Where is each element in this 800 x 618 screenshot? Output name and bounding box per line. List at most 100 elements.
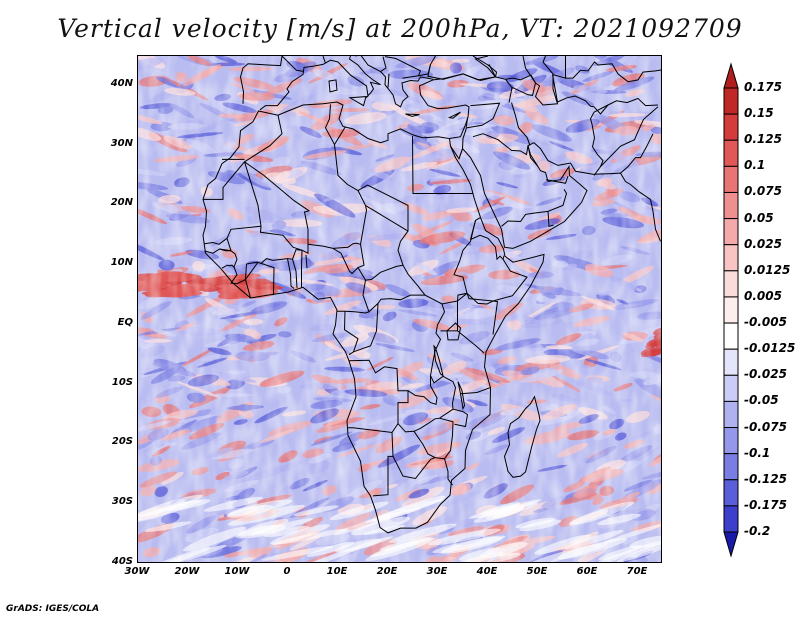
map-line [413, 431, 436, 459]
map-line [405, 113, 420, 117]
map-line [203, 161, 311, 255]
map-line [281, 56, 305, 72]
map-line [348, 96, 367, 107]
map-line [508, 87, 513, 103]
lat-label: 40S [111, 556, 133, 567]
map-line [503, 395, 541, 478]
map-canvas [138, 56, 661, 562]
map-line [522, 56, 559, 106]
colorbar-label: -0.2 [744, 524, 771, 538]
map-line [343, 311, 359, 356]
coastlines [202, 56, 661, 534]
lon-label: 70E [626, 566, 648, 577]
map-line [444, 458, 453, 486]
map-line [287, 258, 295, 289]
colorbar-top-cap [723, 62, 739, 89]
map-line [511, 102, 531, 146]
colorbar-segment [723, 191, 739, 220]
map-line [502, 255, 505, 260]
map-line [387, 73, 390, 88]
map-line [552, 61, 661, 83]
colorbar-label: 0.05 [744, 210, 774, 225]
colorbar-label: 0.175 [744, 80, 782, 94]
map-line [292, 259, 298, 288]
colorbar-label: 0.125 [744, 132, 782, 147]
colorbar-label: -0.125 [744, 471, 787, 486]
map-line [462, 142, 661, 249]
colorbar-segment [723, 270, 739, 298]
map-line [593, 104, 609, 115]
colorbar-label: 0.0125 [744, 262, 791, 277]
map-line [204, 237, 232, 254]
map-line [245, 261, 275, 296]
map-line [600, 106, 659, 167]
colorbar-label: -0.0125 [744, 341, 796, 356]
colorbar-label: -0.005 [744, 315, 787, 330]
lon-label: 10E [326, 566, 348, 577]
map-panel [137, 55, 662, 563]
colorbar-segment [723, 453, 739, 481]
lon-label: 0 [283, 566, 291, 577]
map-line [447, 111, 461, 119]
map-line [466, 234, 528, 302]
lon-label: 30W [124, 566, 150, 577]
map-line [545, 175, 569, 184]
map-line [557, 95, 595, 108]
map-line [244, 115, 283, 163]
field-texture [138, 56, 661, 562]
lat-label: 30N [110, 137, 133, 149]
colorbar-segment [723, 296, 739, 324]
map-line [452, 408, 469, 428]
lat-label: EQ [117, 316, 133, 328]
credit-text: GrADS: IGES/COLA [6, 604, 100, 614]
lat-label: 40N [110, 77, 133, 89]
chart-title: Vertical velocity [m/s] at 200hPa, VT: 2… [57, 14, 743, 43]
colorbar-segment [723, 322, 739, 350]
map-line [457, 292, 499, 335]
map-line [357, 244, 404, 281]
lat-label: 20N [110, 197, 133, 209]
map-line [460, 387, 491, 395]
colorbar-label: -0.1 [744, 445, 771, 460]
colorbar-segment [723, 87, 739, 115]
map-line [433, 344, 444, 377]
map-line [620, 133, 654, 174]
map-line [397, 303, 457, 433]
map-line [365, 204, 409, 232]
map-line [440, 330, 485, 354]
colorbar-segment [723, 218, 739, 246]
map-line [547, 211, 554, 227]
map-line [332, 247, 359, 275]
map-line [322, 56, 326, 64]
map-line [219, 248, 238, 269]
colorbar-segment [723, 479, 739, 507]
lon-label: 30E [426, 566, 448, 577]
map-line [230, 266, 251, 299]
map-line [324, 104, 409, 209]
lat-label: 30S [111, 496, 133, 508]
map-line [501, 189, 568, 227]
map-line [466, 102, 501, 129]
lat-label: 10S [111, 376, 133, 388]
colorbar-bottom-cap [723, 531, 739, 558]
map-line [239, 56, 283, 104]
lon-label: 20W [174, 566, 200, 577]
lon-label: 40E [476, 566, 498, 577]
map-line [427, 56, 498, 82]
colorbar-segment [723, 374, 739, 402]
colorbar-label: 0.025 [744, 236, 782, 251]
map-line [470, 216, 481, 240]
lon-label: 20E [376, 566, 398, 577]
map-line [245, 261, 259, 280]
lat-label: 10N [110, 257, 133, 269]
colorbar-segment [723, 113, 739, 141]
map-line [589, 111, 604, 176]
colorbar-label: -0.075 [744, 419, 787, 434]
colorbar-label: 0.15 [744, 106, 774, 121]
colorbar-label: 0.075 [744, 184, 782, 199]
colorbar-segment [723, 400, 739, 429]
colorbar-segment [723, 165, 739, 193]
map-line [372, 432, 394, 497]
map-line [472, 133, 484, 138]
map-line [458, 118, 468, 159]
